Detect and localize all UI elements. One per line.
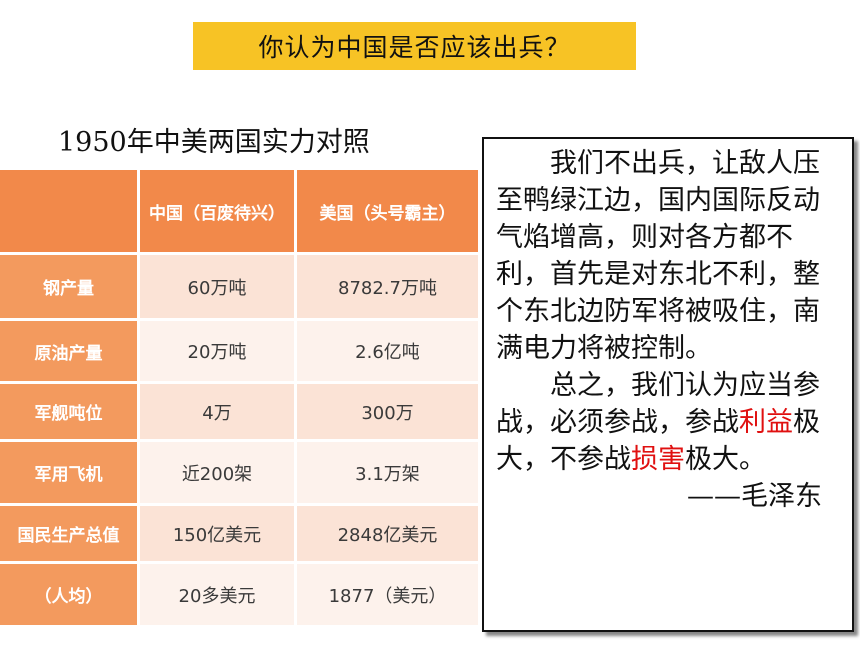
row-label: 军舰吨位 <box>0 381 137 439</box>
quote-paragraph-1: 我们不出兵，让敌人压至鸭绿江边，国内国际反动气焰增高，则对各方都不利，首先是对东… <box>496 148 820 364</box>
row-label: 国民生产总值 <box>0 503 137 561</box>
comparison-table: 中国（百废待兴） 美国（头号霸主） 钢产量 60万吨 8782.7万吨 原油产量… <box>0 170 478 625</box>
row-label: （人均） <box>0 561 137 625</box>
china-value: 20多美元 <box>137 561 294 625</box>
question-banner: 你认为中国是否应该出兵？ <box>193 22 636 70</box>
china-value: 近200架 <box>137 439 294 503</box>
table-row: 国民生产总值 150亿美元 2848亿美元 <box>0 503 478 561</box>
table-row: （人均） 20多美元 1877（美元） <box>0 561 478 625</box>
table-header-row: 中国（百废待兴） 美国（头号霸主） <box>0 170 478 252</box>
china-value: 60万吨 <box>137 252 294 318</box>
header-cell-empty <box>0 170 137 252</box>
quote-text: 总之，我们认为应当参战，必须参战，参战 <box>496 370 820 438</box>
china-value: 150亿美元 <box>137 503 294 561</box>
table-row: 原油产量 20万吨 2.6亿吨 <box>0 318 478 381</box>
usa-value: 1877（美元） <box>294 561 478 625</box>
row-label: 军用飞机 <box>0 439 137 503</box>
quote-box: 我们不出兵，让敌人压至鸭绿江边，国内国际反动气焰增高，则对各方都不利，首先是对东… <box>482 137 854 632</box>
header-cell-usa: 美国（头号霸主） <box>294 170 478 252</box>
table-row: 军用飞机 近200架 3.1万架 <box>0 439 478 503</box>
table-row: 钢产量 60万吨 8782.7万吨 <box>0 252 478 318</box>
usa-value: 3.1万架 <box>294 439 478 503</box>
quote-paragraph-2: 总之，我们认为应当参战，必须参战，参战利益极大，不参战损害极大。 <box>496 367 844 478</box>
row-label: 钢产量 <box>0 252 137 318</box>
quote-text: 极大。 <box>685 444 766 475</box>
header-cell-china: 中国（百废待兴） <box>137 170 294 252</box>
quote-signature: ——毛泽东 <box>687 481 822 512</box>
table-title: 1950年中美两国实力对照 <box>58 127 370 158</box>
table-row: 军舰吨位 4万 300万 <box>0 381 478 439</box>
usa-value: 300万 <box>294 381 478 439</box>
emphasis-benefit: 利益 <box>739 407 793 438</box>
quote-text: 极大，不参战 <box>496 407 820 475</box>
emphasis-harm: 损害 <box>631 444 685 475</box>
row-label: 原油产量 <box>0 318 137 381</box>
china-value: 4万 <box>137 381 294 439</box>
usa-value: 2848亿美元 <box>294 503 478 561</box>
usa-value: 2.6亿吨 <box>294 318 478 381</box>
china-value: 20万吨 <box>137 318 294 381</box>
usa-value: 8782.7万吨 <box>294 252 478 318</box>
